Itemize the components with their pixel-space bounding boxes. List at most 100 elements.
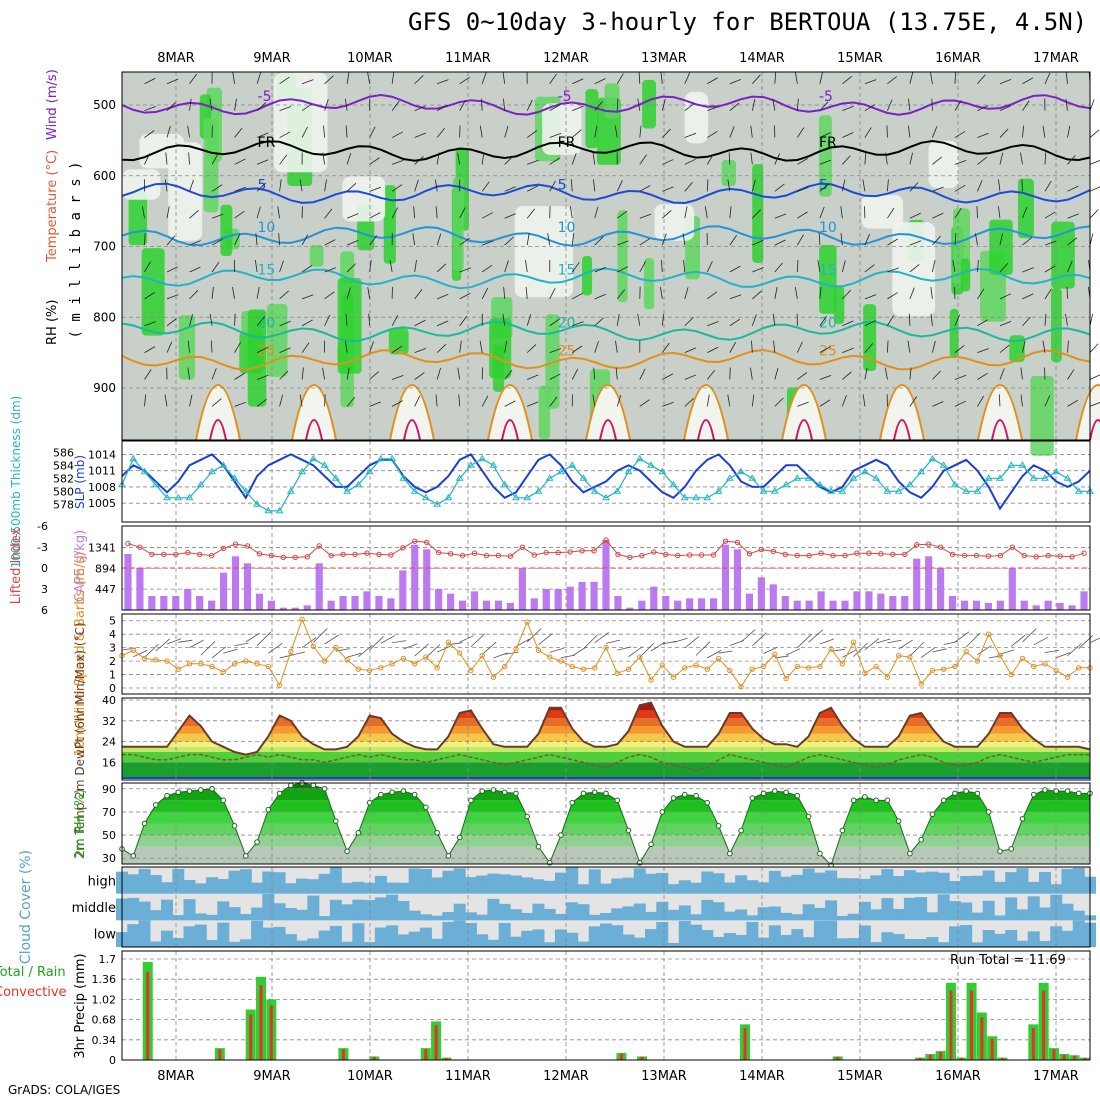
wind-barb — [999, 78, 1012, 85]
wind-barb-10m — [662, 640, 677, 645]
isotherm-label: -5 — [558, 89, 572, 105]
precip-panel — [122, 951, 1090, 1061]
cape-bar — [937, 568, 945, 610]
wind-barb — [527, 374, 539, 380]
thickness-marker — [331, 474, 340, 481]
rh-legend-label: RH (%) — [45, 300, 60, 345]
precip-convective-bar — [1073, 1055, 1077, 1060]
cloud-cell — [453, 868, 466, 894]
rh-marker — [434, 829, 440, 836]
thickness-marker — [264, 506, 273, 514]
wind-barb — [279, 290, 289, 300]
cloud-cell — [712, 902, 725, 921]
cloud-cell — [948, 926, 961, 947]
wind-barb-10m — [752, 632, 767, 647]
precip-tick: 1.7 — [99, 953, 117, 966]
cloud-cell — [757, 937, 770, 947]
rh-marker — [164, 792, 170, 799]
wind-barb — [571, 129, 582, 138]
wind-barb-10m — [1056, 652, 1071, 659]
wind-barb-10m — [380, 635, 396, 644]
rh-marker — [704, 799, 711, 806]
cloud-cell — [735, 909, 748, 921]
wind-barb — [256, 132, 269, 138]
wind-barb — [344, 340, 348, 353]
cloud-cell — [903, 870, 916, 894]
wind-barb — [998, 206, 1001, 219]
thickness-marker — [613, 487, 622, 494]
wind-barb — [367, 286, 371, 299]
wind-barb — [796, 259, 799, 272]
rh-cell — [1051, 288, 1062, 363]
cloud-cell — [487, 939, 500, 947]
wind-barb — [1022, 206, 1028, 219]
cape-bar — [1008, 568, 1016, 610]
wind-barb-10m — [740, 629, 756, 643]
wind-barb-10m — [290, 651, 305, 656]
cloud-cell — [509, 875, 522, 894]
cape-bar — [542, 589, 550, 610]
cloud-cell — [656, 872, 669, 894]
cloud-cell — [712, 873, 725, 894]
cape-tick: 1341 — [88, 541, 116, 554]
wind-barb — [572, 345, 583, 353]
cape-bar — [255, 593, 264, 610]
wind-barb — [301, 294, 314, 300]
thickness-marker — [692, 493, 700, 501]
wind-barb — [1042, 125, 1046, 138]
isotherm-label: 5 — [258, 177, 267, 193]
wind-barb-10m — [842, 649, 857, 658]
wind-barb — [1067, 260, 1073, 273]
pressure-tick: 900 — [93, 381, 116, 395]
cloud-cell — [554, 913, 567, 921]
thickness-marker — [557, 467, 565, 475]
hot-core — [599, 419, 617, 441]
li-marker — [400, 545, 406, 551]
wind-barb — [481, 181, 490, 192]
wind-barb — [886, 340, 889, 353]
isotherm-line — [121, 93, 1091, 116]
wind-barb — [932, 370, 942, 380]
wind-barb — [234, 342, 241, 353]
cape-bar — [733, 549, 742, 610]
rh-marker — [243, 853, 249, 859]
li-marker — [220, 545, 227, 552]
wind-barb — [864, 294, 877, 300]
wind-speed-marker — [828, 646, 834, 652]
rh-cell — [452, 177, 464, 271]
wind-barb — [526, 99, 533, 111]
cloud-cell — [960, 925, 973, 947]
isotherm-line — [121, 225, 1091, 247]
wind-barb — [256, 182, 266, 192]
wind-barb — [954, 130, 966, 138]
cloud-cell — [645, 873, 658, 894]
rh-marker — [254, 839, 260, 845]
thickness-marker — [343, 487, 351, 494]
wind-barb — [774, 239, 786, 246]
rh-marker — [423, 804, 429, 811]
cape-li-panel — [122, 526, 1090, 610]
cloud-cell — [1061, 903, 1074, 921]
thickness-marker — [377, 454, 385, 462]
wind-barb — [414, 372, 425, 380]
wind-barb-10m — [392, 640, 407, 644]
cloud-cell — [386, 882, 399, 894]
wind-barb — [549, 396, 558, 407]
wind-barb — [930, 286, 933, 299]
wind-barb — [684, 103, 695, 111]
cloud-cell — [656, 922, 669, 947]
warm-plume — [879, 384, 925, 441]
cloud-cell — [1005, 872, 1018, 894]
cloud-cell — [476, 914, 489, 921]
cape-bar — [889, 596, 897, 610]
thickness-marker — [635, 454, 644, 462]
li-line — [127, 539, 1085, 558]
day-label-top: 14MAR — [739, 51, 785, 66]
wind-barb — [639, 238, 651, 246]
wind-speed-marker — [625, 666, 632, 672]
cloud-cell — [374, 897, 387, 921]
cloud-cell — [802, 868, 815, 894]
wind-barb — [256, 102, 267, 111]
cloud-cell — [239, 939, 252, 947]
cloud-cell — [352, 881, 365, 894]
